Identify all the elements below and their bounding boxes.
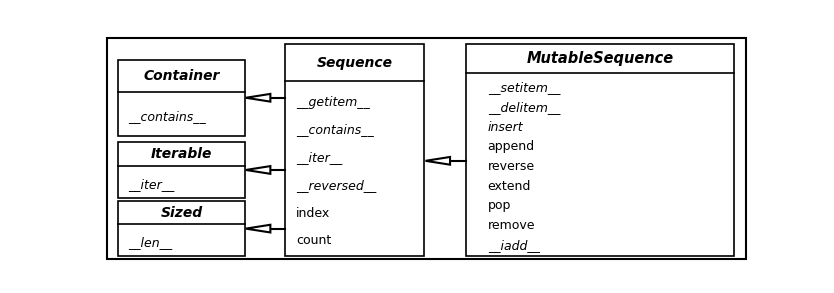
Bar [285, 44, 425, 256]
Polygon shape [246, 166, 270, 174]
Text: MutableSequence: MutableSequence [527, 51, 674, 66]
Text: Sized: Sized [160, 206, 203, 219]
Text: __contains__: __contains__ [296, 123, 374, 137]
Bar [118, 201, 244, 256]
Text: __iter__: __iter__ [296, 151, 343, 164]
Text: __delitem__: __delitem__ [488, 101, 560, 114]
Text: __reversed__: __reversed__ [296, 179, 377, 192]
Text: pop: pop [488, 200, 511, 212]
Text: index: index [296, 207, 330, 220]
Text: reverse: reverse [488, 160, 535, 173]
Text: __len__: __len__ [128, 236, 173, 249]
Text: __contains__: __contains__ [128, 110, 206, 124]
Text: __iter__: __iter__ [128, 178, 175, 190]
Text: __iadd__: __iadd__ [488, 239, 540, 252]
Text: insert: insert [488, 120, 523, 134]
Polygon shape [425, 157, 450, 165]
Bar [118, 60, 244, 136]
Text: Iterable: Iterable [151, 147, 212, 161]
Text: count: count [296, 234, 332, 248]
Bar [466, 44, 735, 256]
Polygon shape [246, 94, 270, 102]
Text: __getitem__: __getitem__ [296, 96, 370, 109]
Text: Container: Container [143, 69, 219, 83]
Text: __setitem__: __setitem__ [488, 81, 560, 94]
Text: remove: remove [488, 219, 535, 232]
Text: Sequence: Sequence [317, 56, 393, 70]
Bar [118, 142, 244, 197]
Polygon shape [246, 225, 270, 232]
Text: append: append [488, 140, 535, 153]
Text: extend: extend [488, 180, 531, 193]
